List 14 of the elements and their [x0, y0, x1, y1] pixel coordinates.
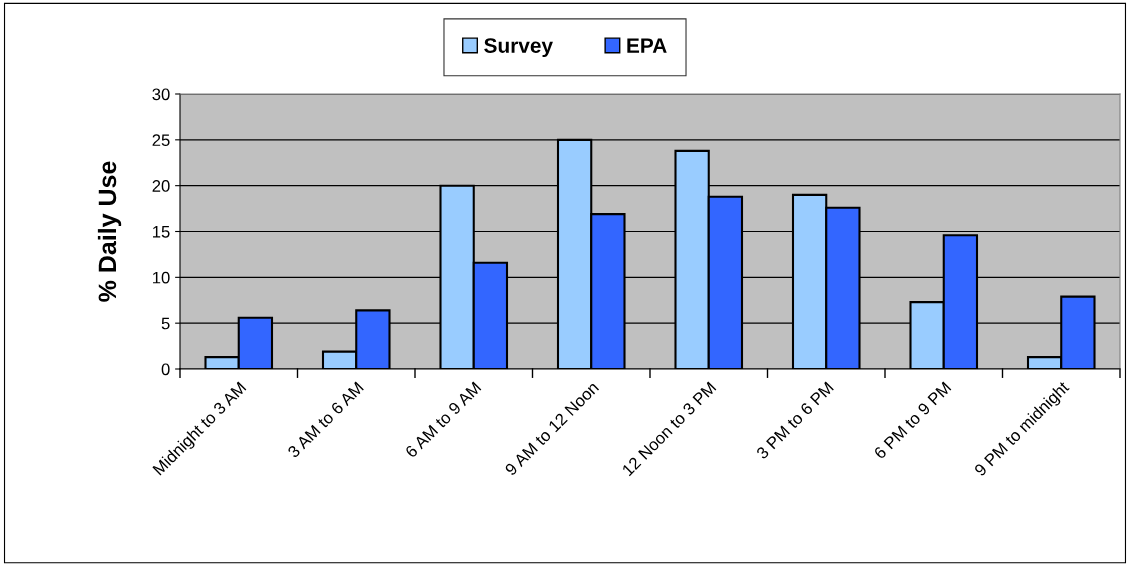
y-tick-label: 5 — [161, 317, 170, 330]
legend-label: EPA — [627, 38, 667, 53]
x-tick-label: 3 PM to 6 PM — [755, 381, 834, 460]
y-axis-title: % Daily Use — [97, 161, 122, 302]
y-tick-label: 20 — [152, 180, 170, 192]
x-tick-label: 6 PM to 9 PM — [873, 381, 952, 460]
y-tick-label: 0 — [161, 363, 170, 376]
y-tick-label: 30 — [152, 88, 170, 101]
y-tick-label: 15 — [153, 226, 170, 238]
y-tick-label: 10 — [153, 271, 170, 284]
legend-label: Survey — [484, 38, 553, 58]
y-tick-label: 25 — [152, 134, 170, 147]
x-tick-label: 6 AM to 9 AM — [404, 381, 482, 459]
x-tick-label: 3 AM to 6 AM — [286, 381, 364, 459]
